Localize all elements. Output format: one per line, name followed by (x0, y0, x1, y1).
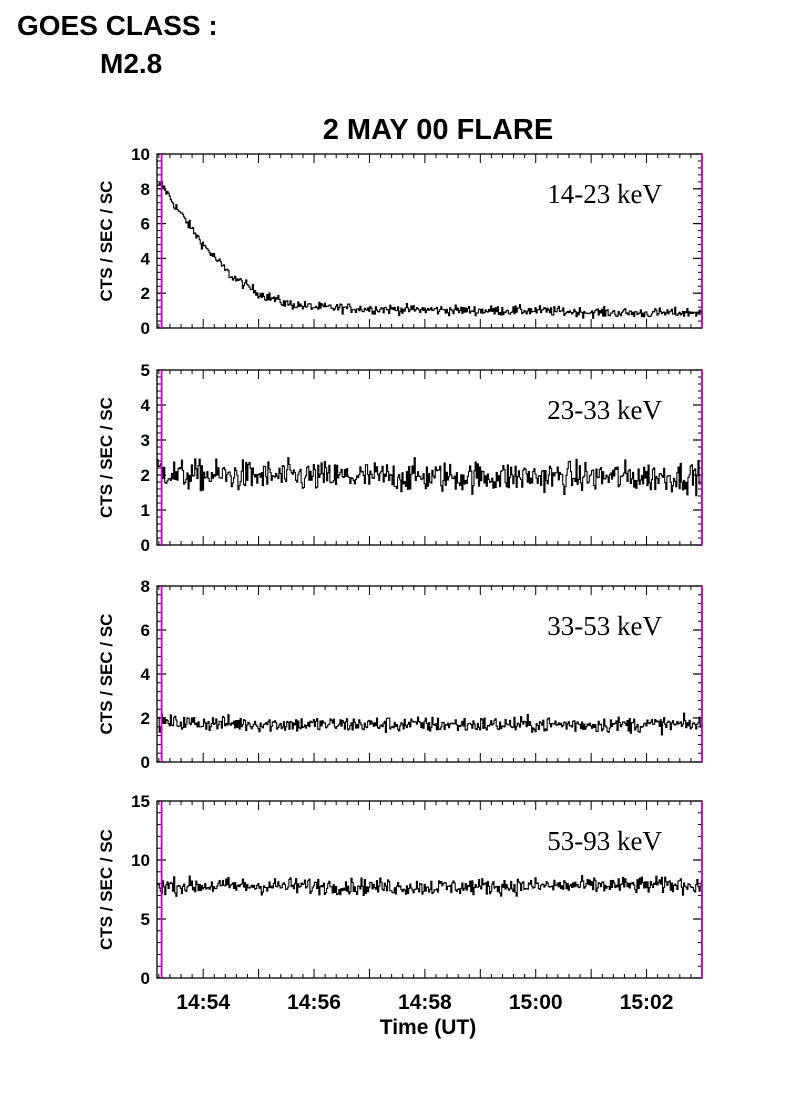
y-tick-label: 15 (131, 792, 150, 811)
chart-title: 2 MAY 00 FLARE (323, 114, 553, 146)
count-rate-trace (157, 875, 702, 897)
y-tick-label: 8 (141, 180, 150, 199)
y-tick-label: 4 (141, 396, 151, 415)
count-rate-trace (157, 712, 702, 736)
x-axis-label: Time (UT) (380, 1016, 476, 1039)
y-tick-label: 2 (141, 466, 150, 485)
y-axis-label: CTS / SEC / SC (97, 614, 116, 735)
y-tick-label: 0 (141, 319, 150, 338)
energy-band-label: 53-93 keV (547, 826, 662, 856)
y-tick-label: 0 (141, 753, 150, 772)
y-tick-label: 2 (141, 284, 150, 303)
y-tick-label: 5 (141, 361, 150, 380)
y-axis-label: CTS / SEC / SC (97, 829, 116, 950)
x-tick-label: 14:54 (176, 991, 230, 1014)
y-tick-label: 6 (141, 621, 150, 640)
goes-class-label: GOES CLASS : (17, 10, 218, 41)
x-tick-label: 14:58 (398, 991, 452, 1014)
x-tick-label: 15:02 (620, 991, 674, 1014)
y-tick-label: 3 (141, 431, 150, 450)
count-rate-trace (157, 180, 702, 319)
y-tick-label: 0 (141, 536, 150, 555)
y-tick-label: 10 (131, 145, 150, 164)
y-tick-label: 1 (141, 501, 150, 520)
chart-panel-4: 0 5 10 15 CTS / SEC / SC 53-93 keV 14:54 14:56 1… (97, 792, 703, 1039)
goes-class-value: M2.8 (100, 48, 163, 79)
y-tick-label: 10 (131, 851, 150, 870)
x-tick-label: 15:00 (509, 991, 563, 1014)
chart-panel-1: 0 2 4 6 8 10 CTS / SEC / SC 14-23 keV 2 MAY 00 F… (97, 114, 703, 338)
y-tick-label: 8 (141, 577, 150, 596)
y-tick-label: 6 (141, 215, 150, 234)
y-axis-label: CTS / SEC / SC (97, 181, 116, 302)
chart-panel-3: 0 2 4 6 8 CTS / SEC / SC 33-53 keV (97, 577, 703, 772)
y-tick-label: 2 (141, 709, 150, 728)
y-tick-label: 4 (141, 249, 151, 268)
energy-band-label: 23-33 keV (547, 395, 662, 425)
x-tick-label: 14:56 (287, 991, 341, 1014)
y-tick-label: 4 (141, 665, 151, 684)
count-rate-trace (157, 457, 702, 497)
energy-band-label: 14-23 keV (547, 179, 662, 209)
y-tick-label: 0 (141, 969, 150, 988)
y-axis-label: CTS / SEC / SC (97, 397, 116, 518)
chart-panel-2: 0 1 2 3 4 5 CTS / SEC / SC 23-33 keV (97, 361, 703, 555)
energy-band-label: 33-53 keV (547, 611, 662, 641)
y-tick-label: 5 (141, 910, 150, 929)
